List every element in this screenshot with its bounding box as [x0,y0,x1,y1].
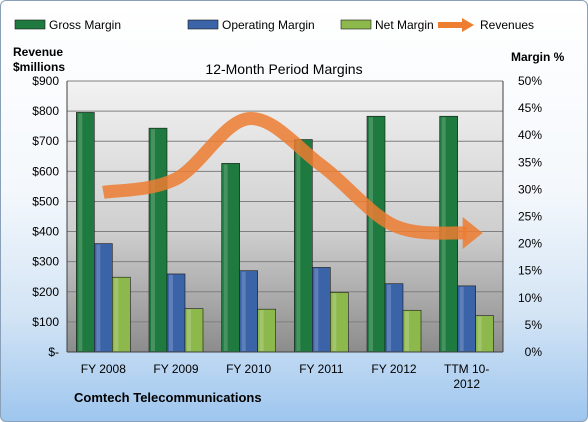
left-tick-label: $600 [32,164,59,178]
legend-label: Revenues [480,18,534,32]
category-label: FY 2010 [226,362,271,376]
legend-swatch-net-margin [340,19,372,30]
bar-highlight [405,311,409,351]
legend-swatch-revenues-arrow [462,18,474,32]
left-tick-label: $800 [32,104,59,118]
legend-label: Gross Margin [49,18,121,32]
bar-highlight [314,268,319,351]
right-tick-label: 30% [518,182,542,196]
bar-highlight [477,316,482,351]
right-tick-label: 50% [518,74,542,88]
left-tick-label: $400 [32,225,59,239]
bar-highlight [369,117,373,351]
right-tick-label: 5% [525,318,543,332]
revenues-line [102,112,468,240]
footer-company-label: Comtech Telecommunications [74,390,262,405]
bar-highlight [296,140,301,351]
right-tick-label: 0% [525,345,543,359]
category-label: 2012 [453,377,480,391]
left-axis-title-line1: Revenue [13,45,63,59]
chart-title: 12-Month Period Margins [205,61,362,77]
bar-highlight [169,274,173,351]
right-tick-label: 10% [518,291,542,305]
category-label: FY 2009 [153,362,198,376]
category-label: FY 2012 [371,362,416,376]
left-axis-title-line2: $millions [13,60,65,74]
bar-highlight [96,244,101,351]
legend-label: Net Margin [375,18,434,32]
revenues-arrowhead [462,217,483,250]
right-tick-label: 25% [518,210,542,224]
legend-swatch-operating-margin [187,19,219,30]
right-tick-label: 40% [518,128,542,142]
bar-highlight [241,271,246,351]
category-label: FY 2011 [299,362,344,376]
bar-highlight [151,129,155,351]
bar-highlight [78,113,83,351]
category-label: TTM 10- [444,362,489,376]
right-axis-title: Margin % [511,50,565,64]
right-tick-label: 45% [518,101,542,115]
legend-swatch-gross-margin [14,19,46,30]
bar-highlight [223,164,228,351]
legend-label: Operating Margin [222,18,315,32]
plot-area [67,81,503,352]
bar-highlight [114,278,119,351]
bar-highlight [387,284,391,351]
right-tick-label: 20% [518,237,542,251]
left-tick-label: $700 [32,134,59,148]
right-tick-label: 15% [518,264,542,278]
bar-highlight [187,309,191,351]
left-tick-label: $100 [32,315,59,329]
left-tick-label: $500 [32,194,59,208]
category-label: FY 2008 [81,362,126,376]
left-tick-label: $900 [32,74,59,88]
bar-highlight [332,293,337,351]
left-tick-label: $300 [32,255,59,269]
left-tick-label: $- [48,345,59,359]
bar-highlight [259,310,264,351]
right-tick-label: 35% [518,155,542,169]
bar-highlight [459,286,464,351]
left-tick-label: $200 [32,285,59,299]
